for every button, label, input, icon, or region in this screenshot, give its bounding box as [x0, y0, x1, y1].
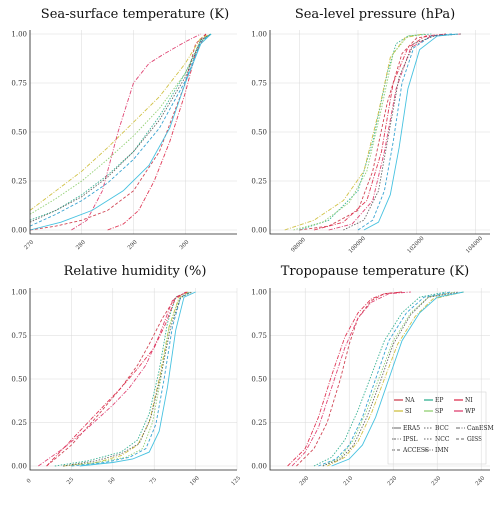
y-tick-label: 0.75	[11, 332, 27, 340]
cdf-line	[71, 33, 202, 231]
y-tick-label: 0.00	[11, 227, 27, 235]
x-tick-label: 210	[343, 475, 355, 487]
cdf-line	[29, 33, 212, 231]
y-tick-label: 0.75	[251, 80, 267, 88]
legend-label: BCC	[435, 425, 449, 432]
legend-label: NCC	[435, 436, 450, 443]
x-tick-label: 290	[127, 239, 139, 251]
cdf-line	[291, 291, 411, 467]
cdf-line	[79, 291, 196, 467]
panel-title: Relative humidity (%)	[64, 264, 207, 279]
cdf-line	[29, 33, 212, 221]
x-tick-label: 98000	[290, 237, 307, 254]
cdf-line	[38, 291, 186, 467]
legend-label: NA	[405, 397, 415, 404]
panel-title: Sea-level pressure (hPa)	[295, 7, 455, 22]
legend-label: WP	[465, 408, 475, 415]
cdf-line	[313, 291, 447, 467]
cdf-line	[29, 33, 212, 227]
panel-sea-surface-temperature: Sea-surface temperature (K) 0.00 0.25 0.50…	[11, 7, 237, 251]
cdf-line	[313, 33, 447, 231]
legend-label: CanESM	[467, 425, 494, 432]
y-tick-label: 0.25	[11, 178, 27, 186]
y-tick-label: 0.50	[11, 129, 27, 137]
legend-label: ERA5	[403, 425, 420, 432]
x-tick-label: 104000	[465, 235, 484, 254]
y-tick-label: 0.00	[11, 463, 27, 471]
x-tick-label: 300	[179, 239, 191, 251]
x-tick-label: 200	[299, 475, 311, 487]
panel-relative-humidity: Relative humidity (%) 0.00 0.25 0.50 0.75 1.…	[11, 264, 242, 487]
x-tick-label: 280	[75, 239, 87, 251]
x-tick-label: 75	[149, 476, 159, 486]
cdf-line	[46, 291, 188, 467]
y-tick-label: 0.00	[251, 227, 267, 235]
legend-label: IMN	[435, 447, 449, 454]
cdf-line	[299, 33, 447, 231]
panel-title: Sea-surface temperature (K)	[41, 7, 229, 22]
y-tick-label: 0.50	[251, 129, 267, 137]
y-tick-label: 0.50	[251, 376, 267, 384]
x-tick-label: 230	[431, 475, 443, 487]
y-tick-label: 1.00	[11, 31, 27, 39]
x-tick-label: 100000	[348, 235, 367, 254]
axis-frame	[269, 288, 490, 471]
panel-sea-level-pressure: Sea-level pressure (hPa) 0.00 0.25 0.50 0.7…	[251, 7, 490, 255]
legend-label: SP	[435, 408, 443, 415]
cdf-line	[63, 291, 191, 467]
legend-label: GISS	[467, 436, 482, 443]
legend-label: EP	[435, 397, 443, 404]
legend-label: NI	[465, 397, 473, 404]
cdf-line	[29, 33, 212, 211]
cdf-line	[331, 291, 464, 467]
cdf-line	[322, 291, 460, 467]
x-tick-label: 25	[66, 476, 76, 486]
cdf-line	[343, 33, 461, 231]
cdf-line	[296, 291, 403, 467]
x-tick-label: 125	[230, 475, 242, 487]
y-tick-label: 0.75	[11, 80, 27, 88]
y-tick-label: 0.25	[251, 419, 267, 427]
cdf-line	[322, 291, 455, 467]
panel-tropopause-temperature: Tropopause temperature (K) NA EP NI SI SP WP E…	[251, 264, 493, 487]
axis-frame	[29, 288, 237, 471]
x-tick-label: 240	[475, 475, 487, 487]
y-tick-label: 1.00	[251, 289, 267, 297]
y-tick-label: 0.25	[11, 419, 27, 427]
legend: NA EP NI SI SP WP ERA5 BCC CanESM IPSL NCC GISS ACCE…	[387, 391, 494, 465]
cdf-line	[54, 291, 188, 467]
x-tick-label: 270	[23, 239, 35, 251]
legend-label: ACCESS	[402, 447, 429, 454]
cdf-line	[29, 33, 212, 223]
cdf-line	[71, 291, 191, 467]
y-tick-label: 0.50	[11, 376, 27, 384]
panel-title: Tropopause temperature (K)	[281, 264, 470, 279]
y-tick-label: 1.00	[251, 31, 267, 39]
cdf-line	[63, 291, 193, 467]
cdf-line	[327, 291, 464, 467]
cdf-line	[29, 33, 207, 231]
axis-frame	[269, 30, 490, 235]
cdf-line	[357, 33, 452, 231]
y-tick-label: 0.75	[251, 332, 267, 340]
x-tick-label: 220	[387, 475, 399, 487]
y-tick-label: 1.00	[11, 289, 27, 297]
x-tick-label: 100	[189, 475, 201, 487]
y-tick-label: 0.00	[251, 463, 267, 471]
legend-label: IPSL	[403, 436, 418, 443]
legend-label: SI	[405, 408, 412, 415]
x-tick-label: 102000	[406, 235, 425, 254]
cdf-line	[63, 291, 190, 467]
x-tick-label: 0	[26, 478, 33, 485]
y-tick-label: 0.25	[251, 178, 267, 186]
cdf-line	[318, 291, 451, 467]
axis-frame	[29, 30, 237, 235]
cdf-line	[363, 33, 458, 231]
x-tick-label: 50	[107, 476, 117, 486]
